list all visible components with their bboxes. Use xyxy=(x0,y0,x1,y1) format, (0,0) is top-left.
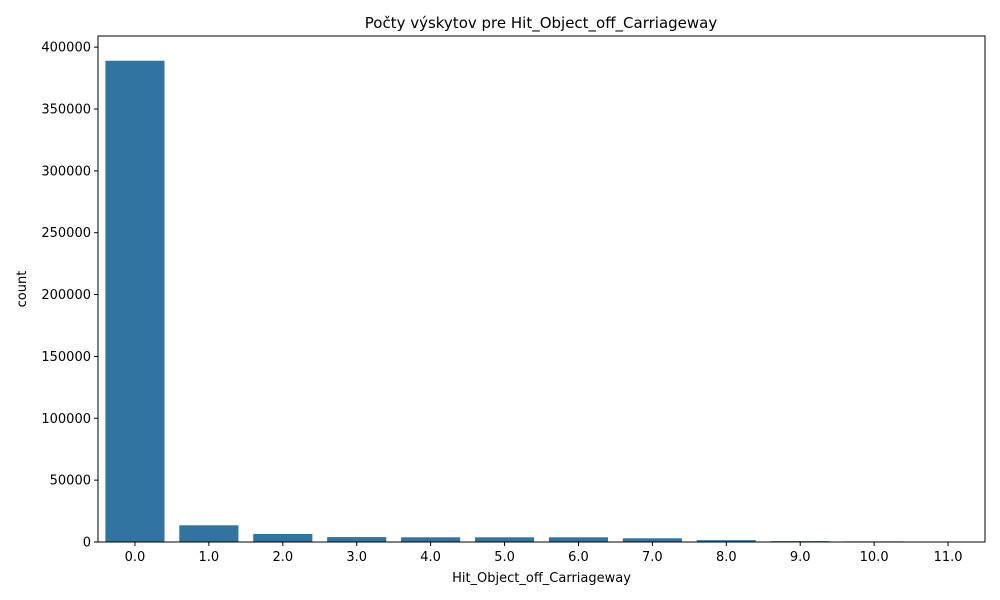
plot-frame xyxy=(97,35,986,543)
y-tick-label: 400000 xyxy=(41,41,91,56)
x-tick-label: 11.0 xyxy=(934,550,963,565)
x-tick-label: 7.0 xyxy=(642,550,663,565)
bar-7.0 xyxy=(622,538,682,542)
x-tick-label: 10.0 xyxy=(860,550,889,565)
x-axis-label: Hit_Object_off_Carriageway xyxy=(452,571,631,586)
y-tick-label: 0 xyxy=(83,536,91,551)
bar-8.0 xyxy=(696,540,756,542)
x-tick-label: 9.0 xyxy=(790,550,811,565)
y-tick-label: 250000 xyxy=(41,226,91,241)
y-tick-label: 350000 xyxy=(41,102,91,117)
y-tick-label: 50000 xyxy=(50,474,91,489)
x-tick-label: 3.0 xyxy=(346,550,367,565)
y-axis-label: count xyxy=(15,271,30,308)
y-tick-label: 200000 xyxy=(41,288,91,303)
x-tick-label: 1.0 xyxy=(199,550,220,565)
bar-3.0 xyxy=(327,537,387,542)
y-tick-label: 150000 xyxy=(41,350,91,365)
x-tick-label: 4.0 xyxy=(420,550,441,565)
chart-title: Počty výskytov pre Hit_Object_off_Carria… xyxy=(365,14,718,33)
x-tick-label: 2.0 xyxy=(272,550,293,565)
y-tick-label: 100000 xyxy=(41,412,91,427)
bar-1.0 xyxy=(179,525,239,542)
x-tick-label: 5.0 xyxy=(494,550,515,565)
bars-group xyxy=(105,60,978,543)
x-tick-label: 6.0 xyxy=(568,550,589,565)
x-tick-label: 8.0 xyxy=(716,550,737,565)
bar-4.0 xyxy=(401,537,461,542)
x-tick-label: 0.0 xyxy=(125,550,146,565)
bar-2.0 xyxy=(253,533,313,542)
y-tick-label: 300000 xyxy=(41,164,91,179)
x-axis: 0.0 1.0 2.0 3.0 4.0 5.0 6.0 7.0 8.0 9.0 10.0 11.0 xyxy=(125,542,963,565)
y-axis: 0 50000 100000 150000 200000 250000 300000 3500… xyxy=(41,41,98,551)
bar-6.0 xyxy=(548,537,609,542)
bar-0.0 xyxy=(105,60,165,542)
bar-5.0 xyxy=(474,537,535,542)
